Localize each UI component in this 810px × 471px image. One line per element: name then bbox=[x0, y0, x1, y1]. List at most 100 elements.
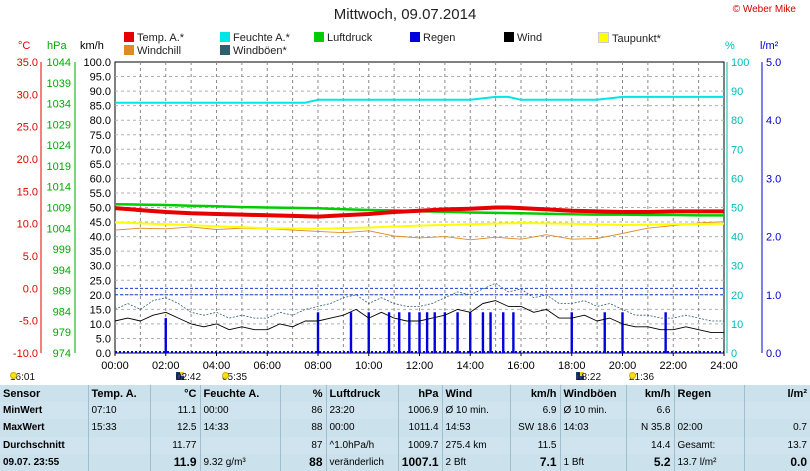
pressure-tick-label: 1039 bbox=[47, 78, 71, 90]
stats-header: Temp. A. bbox=[87, 385, 150, 403]
x-tick-label: 02:00 bbox=[152, 360, 180, 372]
legend-temp: Temp. A.* bbox=[124, 32, 184, 44]
stats-cell: Ø 10 min. bbox=[559, 402, 626, 420]
stats-cell: N 35.8 bbox=[625, 419, 674, 437]
page-title: Mittwoch, 09.07.2014 bbox=[333, 6, 477, 23]
series-line-windb-en bbox=[114, 282, 724, 322]
stats-cell: 6.9 bbox=[509, 402, 560, 420]
wind-tick-label: 90.0 bbox=[90, 86, 111, 98]
temp-axis-unit: °C bbox=[18, 40, 31, 52]
legend-windgust: Windböen* bbox=[220, 45, 287, 57]
stats-header: Feuchte A. bbox=[199, 385, 280, 403]
stats-cell: 87 bbox=[279, 436, 326, 454]
series-line-windchill bbox=[114, 221, 725, 241]
x-tick-label: 16:00 bbox=[507, 360, 535, 372]
stats-cell bbox=[743, 402, 810, 420]
temp-tick-label: -5.0 bbox=[19, 316, 38, 328]
humidity-axis-unit: % bbox=[725, 40, 735, 52]
stats-cell: 12.5 bbox=[149, 419, 200, 437]
stats-cell: Gesamt: bbox=[673, 436, 744, 454]
humidity-tick-label: 40 bbox=[731, 232, 743, 244]
x-tick-label: 10:00 bbox=[355, 360, 383, 372]
humidity-tick-label: 30 bbox=[731, 261, 743, 273]
stats-header: Wind bbox=[441, 385, 510, 403]
rain-bar bbox=[502, 312, 505, 353]
stats-row-avg: Durchschnitt 11.77 87 ^1.0hPa/h 1009.7 2… bbox=[0, 436, 810, 454]
wind-tick-label: 55.0 bbox=[90, 188, 111, 200]
series-line-temp-a bbox=[114, 205, 724, 219]
wind-tick-label: 20.0 bbox=[90, 290, 111, 302]
wind-axis-unit: km/h bbox=[80, 40, 104, 52]
temp-tick-label: -10.0 bbox=[13, 348, 38, 360]
stats-cell: ^1.0hPa/h bbox=[325, 436, 398, 454]
rain-tick-label: 0.0 bbox=[766, 348, 781, 360]
x-tick-label: 06:00 bbox=[253, 360, 281, 372]
stats-cell bbox=[559, 436, 626, 454]
weather-chart: 35.0 30.0 25.0 20.0 15.0 10.0 5.0 0.0 -5.0 -10.0 1… bbox=[13, 57, 781, 372]
rain-bar bbox=[664, 312, 667, 353]
stats-row-current: 09.07. 23:55 11.9 9.32 g/m³ 88 veränderl… bbox=[0, 453, 810, 471]
stats-cell: 6.6 bbox=[625, 402, 674, 420]
stats-cell: Durchschnitt bbox=[3, 439, 65, 451]
wind-tick-label: 40.0 bbox=[90, 232, 111, 244]
rain-bar bbox=[418, 312, 421, 353]
humidity-tick-label: 80 bbox=[731, 115, 743, 127]
stats-header: km/h bbox=[625, 385, 674, 403]
wind-tick-label: 85.0 bbox=[90, 101, 111, 113]
temp-tick-label: 30.0 bbox=[17, 89, 38, 101]
temp-tick-label: 20.0 bbox=[17, 154, 38, 166]
series-line-taupunkt bbox=[114, 221, 725, 230]
legend-wind: Wind bbox=[504, 32, 542, 44]
rain-bars bbox=[164, 312, 667, 353]
rain-bar bbox=[433, 312, 436, 353]
stats-cell: 1007.1 bbox=[397, 453, 442, 471]
rain-bar bbox=[570, 312, 573, 353]
sun-icon bbox=[10, 372, 17, 379]
rain-bar bbox=[456, 312, 459, 353]
rain-bar bbox=[481, 312, 485, 353]
stats-cell: 11.77 bbox=[149, 436, 200, 454]
stats-cell: 14.4 bbox=[625, 436, 674, 454]
stats-cell: MaxWert bbox=[3, 422, 45, 434]
pressure-tick-label: 974 bbox=[53, 348, 71, 360]
stats-header: % bbox=[279, 385, 326, 403]
wind-tick-label: 15.0 bbox=[90, 304, 111, 316]
stats-cell bbox=[199, 436, 280, 454]
rain-bar bbox=[349, 312, 353, 353]
rain-bar bbox=[512, 312, 515, 353]
sunrise-icon bbox=[222, 372, 229, 379]
wind-tick-label: 65.0 bbox=[90, 159, 111, 171]
rain-bar bbox=[408, 312, 411, 353]
series-line-feuchte-a bbox=[115, 95, 724, 104]
sunset-icon bbox=[629, 372, 636, 379]
temp-tick-label: 0.0 bbox=[23, 283, 38, 295]
wind-tick-label: 60.0 bbox=[90, 173, 111, 185]
stats-cell: 09.07. 23:55 bbox=[3, 456, 60, 468]
stats-cell: 2 Bft bbox=[441, 453, 510, 471]
x-tick-label: 20:00 bbox=[609, 360, 637, 372]
stats-cell: 86 bbox=[279, 402, 326, 420]
stats-cell: SW 18.6 bbox=[509, 419, 560, 437]
x-tick-label: 24:00 bbox=[710, 360, 738, 372]
series-line-wind bbox=[114, 300, 724, 334]
stats-cell: 02:00 bbox=[673, 419, 744, 437]
rain-bar bbox=[316, 312, 320, 353]
wind-tick-label: 0.0 bbox=[96, 348, 111, 360]
stats-cell: 11.9 bbox=[149, 453, 200, 471]
stats-cell: 9.32 g/m³ bbox=[199, 453, 280, 471]
humidity-tick-label: 60 bbox=[731, 173, 743, 185]
rain-axis-unit: l/m² bbox=[760, 40, 779, 52]
rain-bar bbox=[469, 312, 472, 353]
legend-windchill: Windchill bbox=[124, 45, 181, 57]
stats-cell: 1009.7 bbox=[397, 436, 442, 454]
pressure-tick-label: 1044 bbox=[47, 57, 71, 69]
stats-header-row: Sensor Temp. A. °C Feuchte A. % Luftdruc… bbox=[0, 385, 810, 403]
temp-tick-label: 15.0 bbox=[17, 186, 38, 198]
x-tick-label: 08:00 bbox=[304, 360, 332, 372]
wind-tick-label: 80.0 bbox=[90, 115, 111, 127]
stats-cell: 14:03 bbox=[559, 419, 626, 437]
pressure-tick-label: 989 bbox=[53, 286, 71, 298]
stats-cell: 1011.4 bbox=[397, 419, 442, 437]
stats-header: Sensor bbox=[3, 387, 41, 400]
